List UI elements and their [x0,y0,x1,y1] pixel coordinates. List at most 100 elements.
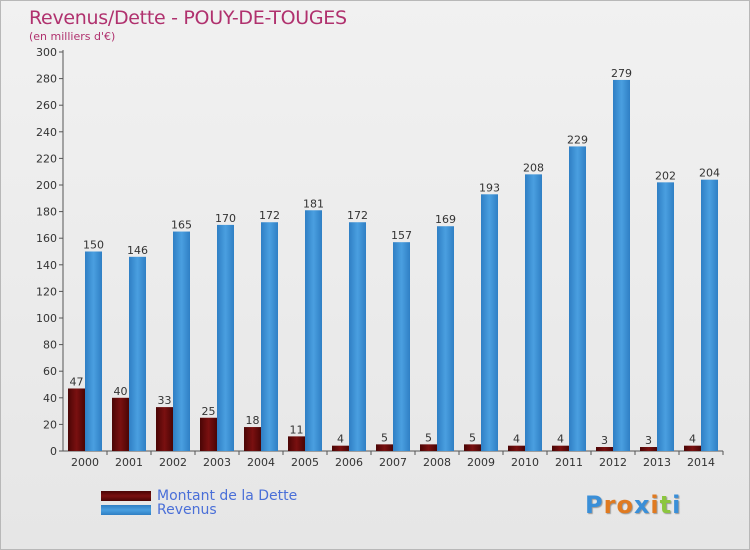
data-label-revenus: 202 [655,169,676,182]
data-label-dette: 4 [689,433,696,446]
proxiti-logo: Proxiti [585,491,681,519]
bar-dette [464,444,481,451]
data-label-dette: 4 [557,433,564,446]
y-tick-label: 160 [36,232,57,245]
bar-dette [200,417,217,451]
data-label-dette: 4 [337,433,344,446]
y-tick-label: 80 [43,339,57,352]
bar-revenus [437,226,454,451]
bar-revenus [393,242,410,451]
data-label-dette: 3 [601,434,608,447]
data-label-revenus: 170 [215,212,236,225]
y-tick-label: 240 [36,126,57,139]
x-tick-label: 2010 [511,456,539,469]
chart-subtitle: (en milliers d'€) [29,30,116,43]
legend-item-revenus: Revenus [101,502,217,518]
y-tick-label: 200 [36,179,57,192]
x-tick-label: 2009 [467,456,495,469]
data-label-dette: 25 [202,405,216,418]
logo-letter: P [585,491,604,519]
data-label-dette: 40 [114,385,128,398]
data-label-revenus: 193 [479,181,500,194]
logo-letter: i [650,491,660,519]
bar-revenus [129,256,146,451]
data-label-revenus: 208 [523,161,544,174]
legend-item-dette: Montant de la Dette [101,488,297,504]
data-label-dette: 11 [290,423,304,436]
logo-letter: i [672,491,682,519]
bar-dette [420,444,437,451]
data-label-dette: 3 [645,434,652,447]
x-tick-label: 2014 [687,456,715,469]
bar-dette [288,436,305,451]
data-label-dette: 18 [246,414,260,427]
x-tick-label: 2008 [423,456,451,469]
bar-dette [112,397,129,451]
legend-label-revenus: Revenus [157,502,217,518]
data-label-revenus: 146 [127,244,148,257]
bar-revenus [261,222,278,451]
bar-revenus [173,231,190,451]
y-tick-label: 20 [43,418,57,431]
bar-dette [156,407,173,451]
data-label-revenus: 157 [391,229,412,242]
y-tick-label: 100 [36,312,57,325]
x-tick-label: 2006 [335,456,363,469]
x-tick-label: 2004 [247,456,275,469]
data-label-dette: 4 [513,433,520,446]
data-label-revenus: 229 [567,133,588,146]
data-label-revenus: 181 [303,197,324,210]
bar-revenus [525,174,542,452]
bar-revenus [613,79,630,452]
y-tick-label: 300 [36,46,57,59]
data-label-revenus: 172 [259,209,280,222]
y-tick-label: 0 [50,445,57,458]
y-tick-label: 40 [43,392,57,405]
x-tick-label: 2013 [643,456,671,469]
data-label-revenus: 165 [171,219,192,232]
data-label-revenus: 150 [83,239,104,252]
bar-revenus [85,251,102,451]
bar-dette [508,445,525,451]
data-label-dette: 5 [425,431,432,444]
bar-dette [552,445,569,451]
bar-revenus [217,224,234,451]
x-tick-label: 2003 [203,456,231,469]
y-tick-label: 180 [36,206,57,219]
x-tick-label: 2005 [291,456,319,469]
x-tick-label: 2002 [159,456,187,469]
data-label-revenus: 279 [611,67,632,80]
legend-label-dette: Montant de la Dette [157,488,298,504]
logo-letter: x [633,491,651,519]
bar-dette [640,447,657,451]
legend-swatch-dette [101,491,151,501]
data-label-revenus: 204 [699,167,720,180]
bar-dette [332,445,349,451]
data-label-dette: 5 [469,431,476,444]
logo-letter: r [603,491,617,519]
x-tick-label: 2000 [71,456,99,469]
data-label-dette: 5 [381,431,388,444]
bar-dette [68,388,85,451]
x-tick-label: 2007 [379,456,407,469]
bar-dette [596,447,613,451]
x-tick-label: 2001 [115,456,143,469]
logo-letter: o [616,491,634,519]
data-label-revenus: 169 [435,213,456,226]
bar-revenus [305,210,322,451]
logo-letter: t [659,491,673,519]
legend-swatch-revenus [101,505,151,515]
bar-dette [244,427,261,451]
y-tick-label: 140 [36,259,57,272]
data-label-revenus: 172 [347,209,368,222]
y-tick-label: 60 [43,365,57,378]
data-label-dette: 33 [158,394,172,407]
bar-revenus [701,179,718,451]
x-tick-label: 2012 [599,456,627,469]
y-tick-label: 280 [36,73,57,86]
data-label-dette: 47 [70,375,84,388]
bar-revenus [481,194,498,451]
bar-revenus [349,222,366,451]
y-tick-label: 220 [36,152,57,165]
